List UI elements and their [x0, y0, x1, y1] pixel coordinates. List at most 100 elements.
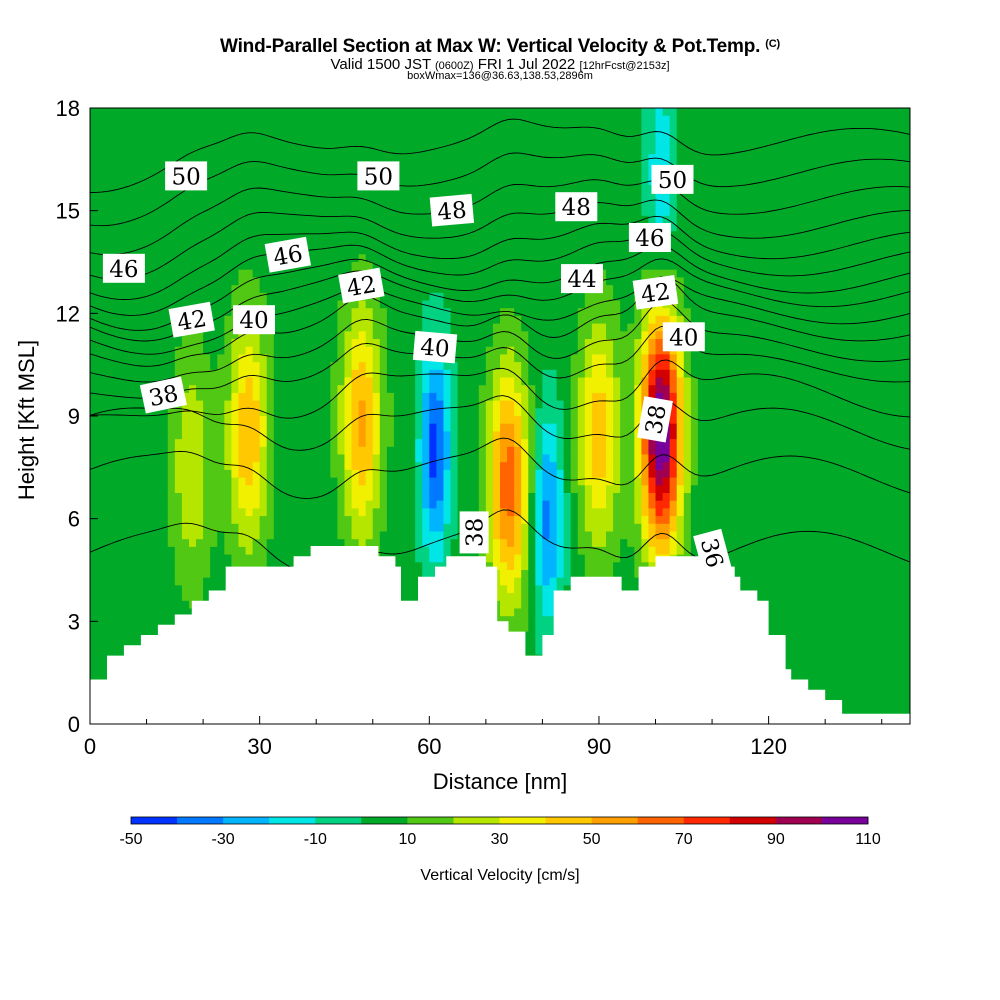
- field-cell: [669, 362, 678, 371]
- field-cell: [422, 377, 430, 386]
- field-cell: [358, 192, 367, 201]
- field-cell: [874, 423, 883, 432]
- field-cell: [514, 254, 522, 263]
- field-cell: [683, 208, 692, 217]
- field-cell: [782, 323, 791, 332]
- field-cell: [811, 369, 819, 379]
- field-cell: [217, 161, 225, 171]
- field-cell: [436, 416, 445, 425]
- field-cell: [464, 223, 473, 232]
- field-cell: [408, 315, 416, 325]
- field-cell: [775, 154, 784, 163]
- field-cell: [719, 146, 727, 155]
- field-cell: [705, 300, 713, 309]
- field-cell: [521, 154, 529, 163]
- field-cell: [690, 285, 699, 294]
- field-cell: [740, 185, 749, 194]
- field-cell: [627, 169, 635, 178]
- field-cell: [478, 262, 487, 271]
- field-cell: [832, 300, 840, 309]
- field-cell: [818, 185, 826, 194]
- field-cell: [238, 292, 247, 302]
- field-cell: [825, 223, 833, 232]
- field-cell: [302, 423, 310, 432]
- field-cell: [90, 362, 98, 371]
- field-cell: [181, 262, 190, 271]
- field-cell: [500, 416, 508, 425]
- field-cell: [733, 377, 741, 386]
- field-cell: [648, 362, 657, 371]
- field-cell: [485, 177, 494, 186]
- field-cell: [330, 246, 339, 255]
- field-cell: [902, 215, 910, 225]
- field-cell: [775, 277, 784, 286]
- field-cell: [507, 385, 515, 394]
- field-cell: [888, 108, 897, 117]
- field-cell: [316, 208, 324, 217]
- field-cell: [224, 169, 232, 178]
- field-cell: [606, 254, 614, 263]
- field-cell: [167, 154, 176, 163]
- field-cell: [655, 146, 664, 155]
- field-cell: [386, 385, 395, 394]
- field-cell: [775, 238, 784, 248]
- field-cell: [563, 231, 572, 240]
- field-cell: [895, 146, 904, 155]
- field-cell: [280, 131, 289, 140]
- field-cell: [641, 169, 650, 178]
- field-cell: [860, 192, 869, 201]
- field-cell: [818, 400, 826, 409]
- field-cell: [471, 138, 480, 148]
- field-cell: [712, 362, 720, 371]
- field-cell: [259, 115, 268, 124]
- field-cell: [768, 331, 777, 340]
- field-cell: [408, 416, 416, 425]
- field-cell: [683, 377, 692, 386]
- field-cell: [818, 108, 826, 117]
- field-cell: [867, 223, 876, 232]
- field-cell: [598, 416, 607, 425]
- field-cell: [803, 300, 812, 309]
- field-cell: [408, 123, 416, 132]
- field-cell: [485, 200, 494, 209]
- field-cell: [478, 346, 487, 355]
- field-cell: [888, 408, 897, 417]
- field-cell: [224, 108, 232, 117]
- field-cell: [761, 377, 770, 386]
- field-cell: [457, 246, 466, 255]
- field-cell: [789, 169, 798, 178]
- field-cell: [401, 285, 409, 294]
- field-cell: [874, 169, 883, 178]
- field-cell: [881, 400, 890, 409]
- field-cell: [825, 331, 833, 340]
- field-cell: [676, 146, 685, 155]
- field-cell: [768, 354, 777, 363]
- field-cell: [867, 123, 876, 132]
- field-cell: [429, 408, 437, 417]
- field-cell: [521, 377, 529, 386]
- field-cell: [825, 408, 833, 417]
- field-cell: [372, 392, 381, 402]
- field-cell: [408, 408, 416, 417]
- field-cell: [464, 177, 473, 186]
- field-cell: [217, 285, 225, 294]
- field-cell: [782, 277, 791, 286]
- field-cell: [90, 262, 98, 271]
- field-cell: [238, 115, 247, 124]
- field-cell: [160, 161, 169, 171]
- field-cell: [196, 400, 204, 409]
- field-cell: [415, 177, 423, 186]
- field-cell: [867, 108, 876, 117]
- field-cell: [620, 400, 628, 409]
- field-cell: [500, 269, 508, 278]
- field-cell: [344, 331, 353, 340]
- field-cell: [104, 400, 112, 409]
- field-cell: [401, 323, 409, 332]
- field-cell: [485, 285, 494, 294]
- field-cell: [478, 146, 487, 155]
- field-cell: [386, 308, 395, 317]
- field-cell: [507, 423, 515, 432]
- field-cell: [386, 131, 395, 140]
- field-cell: [422, 246, 430, 255]
- field-cell: [733, 315, 741, 325]
